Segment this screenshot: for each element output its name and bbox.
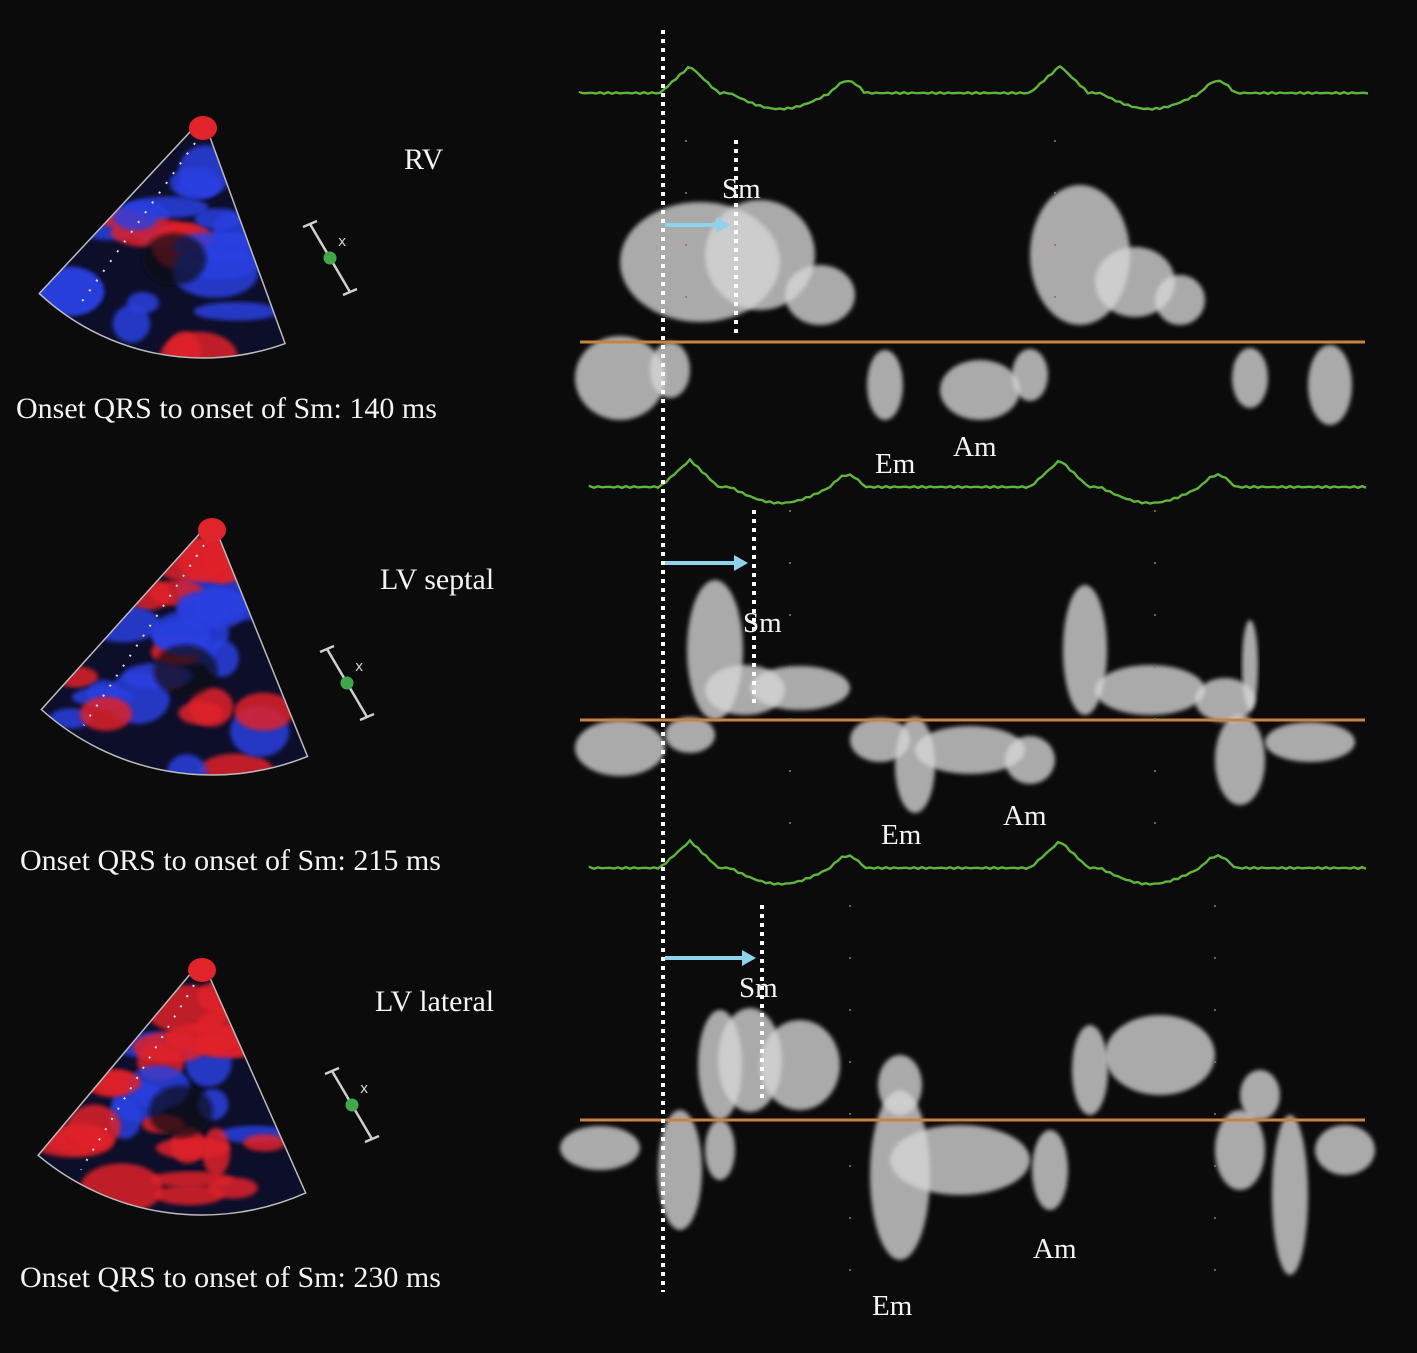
sm-label-lv-septal: Sm [743,607,782,639]
sm-label-lv-lateral: Sm [739,972,778,1004]
site-label-lv-lateral: LV lateral [375,985,495,1018]
doppler-trace-1 [575,185,1352,425]
doppler-trace-2 [575,580,1355,813]
onset-label-rv: Onset QRS to onset of Sm: 140 ms [16,392,437,425]
ecg-trace-3 [588,838,1367,886]
delay-arrow-icon-3 [665,950,756,966]
am-label-rv: Am [953,431,997,463]
sm-label-rv: Sm [722,173,761,205]
baselines [580,340,1365,1122]
timing-markers [661,30,1216,1310]
svg-text:x: x [338,234,346,250]
svg-text:x: x [355,659,363,675]
echo-sector-3: x [37,958,380,1216]
ecg-traces [578,64,1369,886]
em-label-rv: Em [875,448,916,480]
probe-marker-icon: x [302,219,358,297]
em-label-lv-lateral: Em [872,1290,913,1322]
echo-sector-1: x [38,116,358,359]
site-label-lv-septal: LV septal [380,563,495,596]
probe-marker-icon: x [324,1066,380,1144]
onset-label-lv-septal: Onset QRS to onset of Sm: 215 ms [20,844,441,877]
svg-text:x: x [360,1081,368,1097]
ecg-trace-1 [578,64,1369,111]
echo-sector-2: x [40,518,375,776]
doppler-trace-3 [560,1008,1375,1275]
ecg-trace-2 [588,457,1367,505]
em-label-lv-septal: Em [881,819,922,851]
probe-marker-icon: x [319,644,375,722]
echo-images: x x x [37,116,380,1216]
am-label-lv-lateral: Am [1033,1233,1077,1265]
am-label-lv-septal: Am [1003,800,1047,832]
doppler-traces [560,185,1375,1275]
delay-arrow-icon-2 [665,555,748,571]
onset-label-lv-lateral: Onset QRS to onset of Sm: 230 ms [20,1261,441,1294]
delay-arrow-icon-1 [665,217,730,233]
site-label-rv: RV [404,143,444,176]
